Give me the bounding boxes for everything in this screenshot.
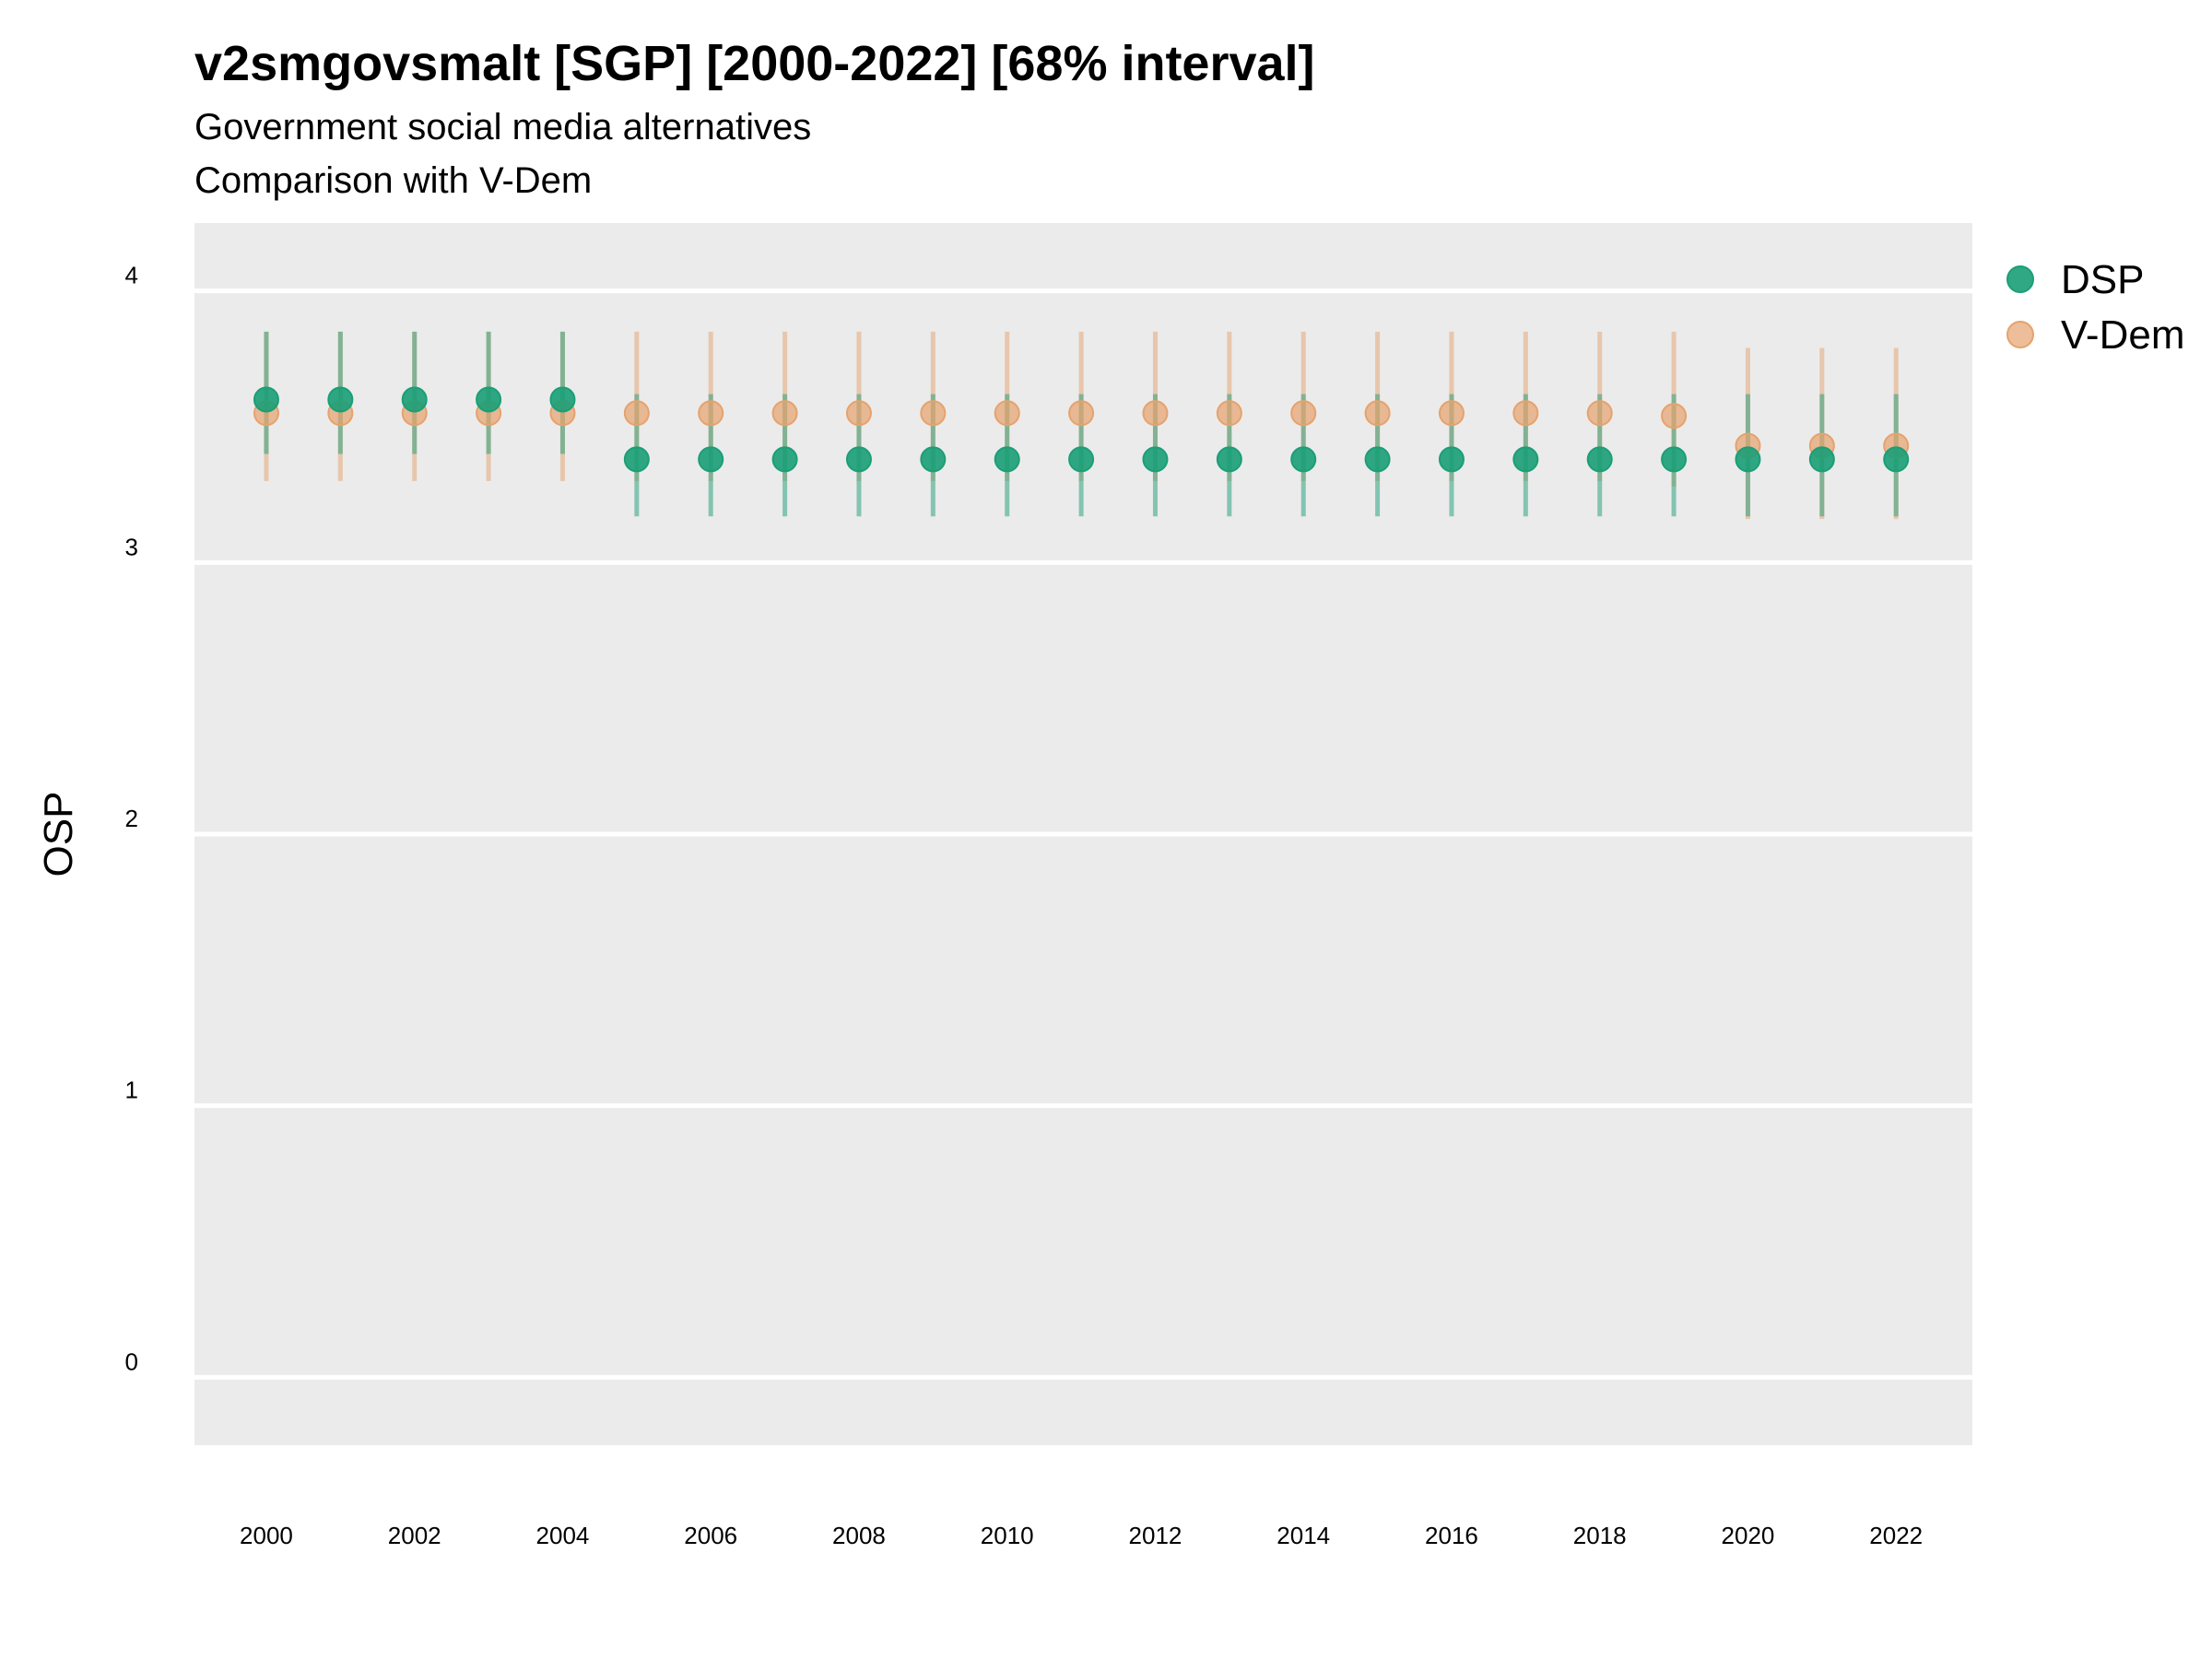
dsp-point: [1290, 446, 1317, 473]
x-tick-label: 2018: [1573, 1522, 1627, 1549]
dsp-point: [698, 446, 724, 473]
x-tick-label: 2008: [832, 1522, 886, 1549]
legend-marker: [2006, 321, 2034, 348]
series-dsp-points: [253, 386, 1910, 473]
grid-lines: [194, 288, 1972, 1380]
chart-subtitle: Government social media alternatives: [194, 107, 812, 147]
v-dem-point: [1068, 400, 1095, 427]
v-dem-point: [1364, 400, 1391, 427]
dsp-point: [401, 386, 428, 413]
legend: DSP V-Dem: [2006, 257, 2184, 358]
v-dem-point: [994, 400, 1020, 427]
legend-label: DSP: [2061, 257, 2144, 302]
v-dem-point: [920, 400, 947, 427]
y-tick-label: 1: [125, 1077, 138, 1104]
x-tick-label: 2004: [536, 1522, 590, 1549]
dsp-point: [920, 446, 947, 473]
y-axis-ticks: 0 1 2 3 4: [125, 262, 138, 1376]
x-tick-label: 2014: [1277, 1522, 1330, 1549]
x-tick-label: 2016: [1425, 1522, 1478, 1549]
v-dem-point: [623, 400, 650, 427]
dsp-point: [771, 446, 798, 473]
dsp-point: [1512, 446, 1539, 473]
y-tick-label: 2: [125, 805, 138, 832]
dsp-point: [1735, 446, 1761, 473]
dsp-point: [994, 446, 1020, 473]
v-dem-point: [1142, 400, 1169, 427]
x-tick-label: 2002: [388, 1522, 441, 1549]
dsp-point: [327, 386, 354, 413]
dsp-point: [549, 386, 576, 413]
v-dem-point: [845, 400, 872, 427]
legend-item-dsp: DSP: [2006, 257, 2144, 302]
data-series: [253, 331, 1910, 520]
v-dem-point: [771, 400, 798, 427]
chart-subtitle-comparison: Comparison with V-Dem: [194, 160, 593, 201]
y-tick-label: 0: [125, 1347, 138, 1375]
y-tick-label: 4: [125, 262, 138, 289]
dsp-point: [1142, 446, 1169, 473]
x-tick-label: 2012: [1129, 1522, 1182, 1549]
x-tick-label: 2022: [1869, 1522, 1923, 1549]
v-dem-point: [698, 400, 724, 427]
v-dem-point: [1661, 403, 1688, 429]
dsp-point: [1364, 446, 1391, 473]
y-tick-label: 3: [125, 533, 138, 560]
dsp-point: [1883, 446, 1910, 473]
dsp-point: [1438, 446, 1465, 473]
dsp-point: [1586, 446, 1613, 473]
x-axis-ticks: 2000 2002 2004 2006 2008 2010 2012 2014 2016 2018…: [240, 1522, 1923, 1549]
legend-marker: [2006, 265, 2034, 293]
chart-title: v2smgovsmalt [SGP] [2000-2022] [68% inte…: [194, 36, 1315, 91]
legend-item-v-dem: V-Dem: [2006, 312, 2184, 358]
dsp-point: [476, 386, 502, 413]
x-tick-label: 2010: [981, 1522, 1034, 1549]
dsp-point: [1068, 446, 1095, 473]
v-dem-point: [1586, 400, 1613, 427]
v-dem-point: [1438, 400, 1465, 427]
dsp-point: [623, 446, 650, 473]
y-axis-title: OSP: [36, 792, 81, 877]
v-dem-point: [1216, 400, 1242, 427]
x-tick-label: 2000: [240, 1522, 293, 1549]
dsp-point: [1661, 446, 1688, 473]
dsp-point: [253, 386, 279, 413]
dsp-point: [1808, 446, 1835, 473]
dsp-point: [1216, 446, 1242, 473]
dsp-point: [845, 446, 872, 473]
x-tick-label: 2020: [1722, 1522, 1775, 1549]
legend-label: V-Dem: [2061, 312, 2184, 358]
v-dem-point: [1290, 400, 1317, 427]
x-tick-label: 2006: [684, 1522, 737, 1549]
v-dem-point: [1512, 400, 1539, 427]
